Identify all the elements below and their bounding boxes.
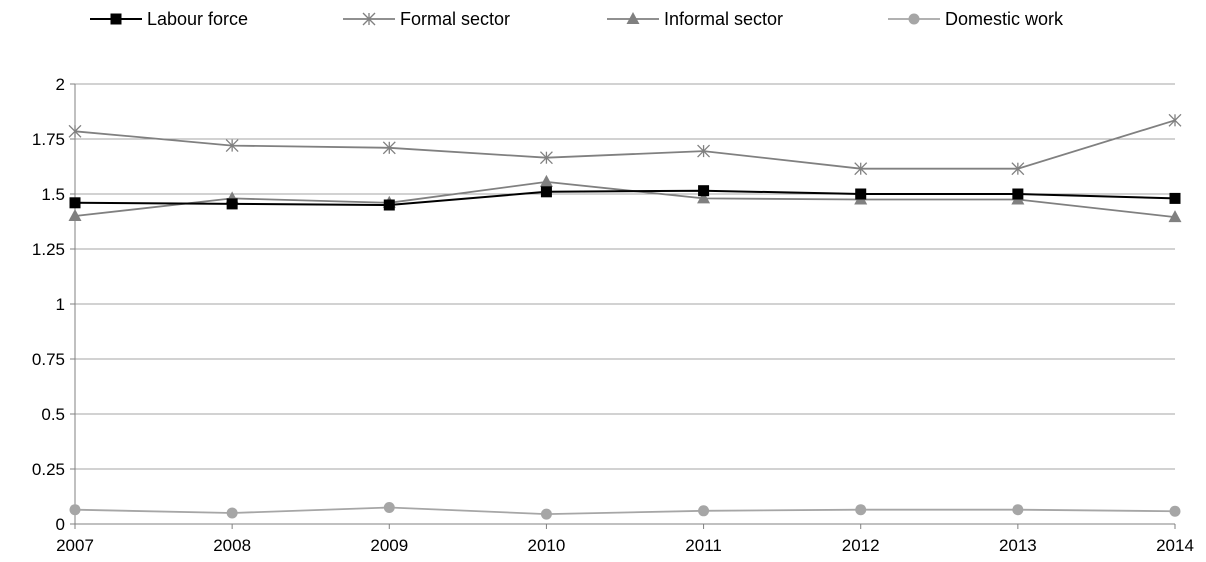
point-labour-force: [383, 199, 395, 211]
y-tick-label: 2: [56, 75, 65, 94]
point-domestic-work: [226, 507, 238, 519]
point-domestic-work: [1169, 505, 1181, 517]
x-tick-label: 2010: [528, 536, 566, 555]
x-tick-label: 2014: [1156, 536, 1194, 555]
y-tick-label: 1.25: [32, 240, 65, 259]
y-tick-label: 0.75: [32, 350, 65, 369]
point-informal-sector: [697, 191, 711, 204]
point-labour-force: [540, 186, 552, 198]
x-tick-labels: 2007 2008 2009 2010 2011 2012 2013 2014: [56, 536, 1194, 555]
gridlines: [75, 83, 1175, 470]
legend-label: Domestic work: [945, 9, 1064, 29]
y-tick-label: 1.75: [32, 130, 65, 149]
line-informal-sector: [74, 180, 1176, 218]
series-labour-force: [69, 185, 1181, 211]
x-tick-label: 2013: [999, 536, 1037, 555]
y-tick-labels: 0 0.25 0.5 0.75 1 1.25 1.5 1.75 2: [32, 75, 65, 534]
point-informal-sector: [539, 174, 553, 187]
legend-item-domestic-work: Domestic work: [888, 9, 1064, 29]
legend-marker: [362, 12, 376, 26]
legend-label: Labour force: [147, 9, 248, 29]
x-tick-label: 2007: [56, 536, 94, 555]
axes: [70, 83, 1176, 529]
point-formal-sector: [68, 124, 82, 138]
series-domestic-work: [69, 502, 1181, 520]
line-labour-force: [74, 189, 1176, 207]
x-tick-label: 2012: [842, 536, 880, 555]
point-labour-force: [698, 185, 710, 197]
point-formal-sector: [854, 162, 868, 176]
line-formal-sector: [74, 119, 1176, 170]
point-labour-force: [1169, 192, 1181, 204]
y-tick-label: 0: [56, 515, 65, 534]
point-domestic-work: [540, 508, 552, 520]
point-domestic-work: [1012, 504, 1024, 516]
point-domestic-work: [855, 504, 867, 516]
point-formal-sector: [697, 144, 711, 158]
point-formal-sector: [1168, 113, 1182, 127]
line-domestic-work: [74, 506, 1176, 516]
legend-marker: [626, 12, 640, 24]
legend-item-formal-sector: Formal sector: [343, 9, 510, 29]
legend-label: Formal sector: [400, 9, 510, 29]
point-formal-sector: [539, 151, 553, 165]
legend-item-labour-force: Labour force: [90, 9, 248, 29]
point-formal-sector: [1011, 162, 1025, 176]
point-domestic-work: [383, 502, 395, 513]
point-labour-force: [226, 198, 238, 210]
point-informal-sector: [68, 209, 82, 221]
legend-marker: [110, 13, 122, 25]
point-labour-force: [1012, 188, 1024, 200]
point-formal-sector: [225, 139, 239, 153]
point-labour-force: [855, 188, 867, 200]
y-tick-label: 1: [56, 295, 65, 314]
point-domestic-work: [698, 505, 710, 517]
x-tick-label: 2011: [685, 536, 722, 555]
point-domestic-work: [69, 504, 81, 516]
point-labour-force: [69, 197, 81, 209]
legend-item-informal-sector: Informal sector: [607, 9, 783, 29]
y-tick-label: 1.5: [41, 185, 65, 204]
legend-label: Informal sector: [664, 9, 783, 29]
point-informal-sector: [1168, 210, 1182, 223]
y-tick-label: 0.5: [41, 405, 65, 424]
series-layer: [68, 113, 1182, 520]
legend-marker: [908, 13, 920, 25]
series-formal-sector: [68, 113, 1182, 176]
point-formal-sector: [382, 141, 396, 155]
y-tick-label: 0.25: [32, 460, 65, 479]
x-tick-label: 2009: [370, 536, 408, 555]
x-tick-label: 2008: [213, 536, 251, 555]
legend: Labour force Formal sector Informal sector…: [90, 9, 1064, 29]
